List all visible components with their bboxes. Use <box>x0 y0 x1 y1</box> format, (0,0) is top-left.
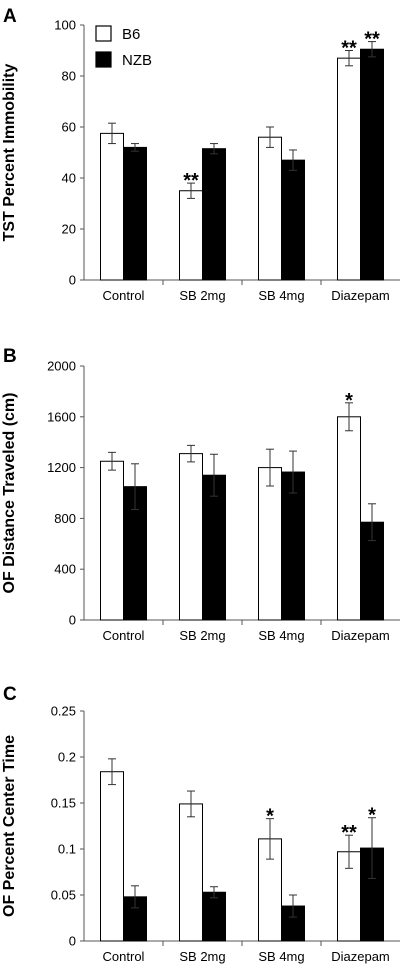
legend-swatch-b6 <box>95 25 112 42</box>
significance-mark: * <box>345 390 353 412</box>
y-tick-label: 0 <box>69 934 76 949</box>
bar-nzb-0 <box>123 146 147 281</box>
x-category-label: Control <box>103 949 145 964</box>
bar-nzb-2 <box>281 471 305 621</box>
y-axis-label: OF Distance Traveled (cm) <box>1 393 18 594</box>
bar-b6-3 <box>337 416 361 621</box>
chart-panel-b: 0 400 800 1200 1600 2000 OF Distance Traveled … <box>1 359 400 643</box>
legend-label-b6: B6 <box>122 26 140 43</box>
bar-b6-0 <box>100 771 124 942</box>
y-tick-label: 400 <box>54 562 76 577</box>
bar-b6-3 <box>337 57 361 281</box>
panel-letter-a: A <box>3 6 17 27</box>
significance-mark: ** <box>341 822 357 844</box>
y-tick-label: 40 <box>62 171 76 186</box>
x-category-label: SB 4mg <box>258 288 304 303</box>
x-category-label: Control <box>103 288 145 303</box>
bar-nzb-1 <box>202 148 226 281</box>
significance-mark: * <box>266 806 274 828</box>
x-category-label: SB 4mg <box>258 949 304 964</box>
significance-mark: * <box>368 805 376 827</box>
bar-b6-2 <box>258 136 282 281</box>
x-category-label: Diazepam <box>331 288 390 303</box>
y-tick-label: 0.1 <box>58 842 76 857</box>
y-tick-label: 1200 <box>47 460 76 475</box>
bar-b6-0 <box>100 132 124 281</box>
y-tick-label: 0 <box>69 273 76 288</box>
significance-mark: ** <box>364 29 380 51</box>
bar-nzb-1 <box>202 474 226 621</box>
y-tick-label: 80 <box>62 69 76 84</box>
plots: 0 20 40 60 80 100 TST Percent Immobility Contro… <box>1 18 400 964</box>
bar-nzb-3 <box>360 48 384 281</box>
chart-panel-c: 0 0.05 0.1 0.15 0.2 0.25 OF Percent Center Tim… <box>1 704 400 964</box>
y-tick-label: 1600 <box>47 409 76 424</box>
bar-b6-2 <box>258 467 282 621</box>
x-category-label: Diazepam <box>331 949 390 964</box>
x-category-label: SB 2mg <box>179 949 225 964</box>
x-category-label: SB 2mg <box>179 288 225 303</box>
legend-swatch-nzb <box>95 51 112 68</box>
y-tick-label: 0 <box>69 613 76 628</box>
bar-b6-1 <box>179 190 203 281</box>
y-axis-label: OF Percent Center Time <box>1 735 18 917</box>
y-tick-label: 0.25 <box>51 704 76 719</box>
x-category-label: SB 4mg <box>258 628 304 643</box>
y-tick-label: 60 <box>62 120 76 135</box>
y-tick-label: 0.15 <box>51 796 76 811</box>
y-tick-label: 0.05 <box>51 888 76 903</box>
panel-letter-b: B <box>3 346 17 367</box>
panel-letter-c: C <box>3 684 17 705</box>
bar-nzb-2 <box>281 159 305 281</box>
x-category-label: SB 2mg <box>179 628 225 643</box>
y-tick-label: 2000 <box>47 359 76 374</box>
bar-b6-1 <box>179 453 203 621</box>
significance-mark: ** <box>341 38 357 60</box>
bar-b6-0 <box>100 460 124 621</box>
chart-panel-a: 0 20 40 60 80 100 TST Percent Immobility Contro… <box>1 18 400 303</box>
y-tick-label: 100 <box>54 18 76 33</box>
bar-b6-1 <box>179 803 203 942</box>
legend: B6 NZB <box>95 25 152 69</box>
y-axis-label: TST Percent Immobility <box>1 63 18 241</box>
y-tick-label: 0.2 <box>58 750 76 765</box>
bar-nzb-1 <box>202 891 226 942</box>
x-category-label: Diazepam <box>331 628 390 643</box>
legend-label-nzb: NZB <box>122 52 152 69</box>
y-tick-label: 20 <box>62 222 76 237</box>
x-category-label: Control <box>103 628 145 643</box>
y-tick-label: 800 <box>54 511 76 526</box>
significance-mark: ** <box>183 170 199 192</box>
